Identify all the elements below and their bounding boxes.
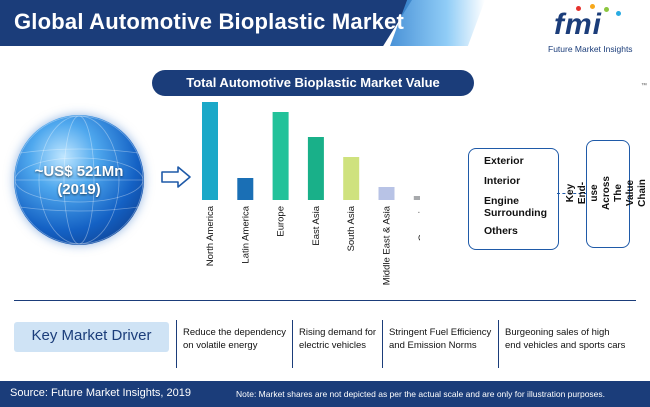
value-chain-label: Key End-use Across The Value Chain — [565, 176, 648, 210]
globe-grid-lines — [14, 115, 144, 245]
chart-title: Total Automotive Bioplastic Market Value — [186, 75, 440, 90]
end-use-item-others: Others — [484, 225, 518, 237]
footer-note: Note: Market shares are not depicted as … — [236, 389, 606, 399]
page-title: Global Automotive Bioplastic Market — [14, 9, 405, 34]
bar-oceania — [413, 196, 420, 200]
market-value-year: (2019) — [57, 181, 101, 198]
logo-letters: fmi — [554, 8, 602, 41]
chart-title-banner — [152, 70, 474, 96]
driver-item: Reduce the dependency on volatile energy — [183, 327, 286, 351]
logo-dot — [616, 11, 621, 16]
trademark-symbol: ™ — [641, 83, 647, 89]
category-label: Middle East & Asia — [382, 205, 393, 285]
value-chain-label-wrap: Key End-use Across The Value Chain — [565, 143, 648, 243]
driver-separator — [382, 320, 383, 368]
title-banner — [0, 0, 412, 46]
end-use-item-exterior: Exterior — [484, 155, 524, 167]
category-label: North America — [205, 205, 216, 266]
footer-bar — [0, 381, 650, 407]
bar-middle-east-asia — [378, 187, 395, 200]
value-chain-box — [586, 140, 630, 248]
fmi-logo: fmi Future Market Insights — [546, 4, 646, 56]
driver-separator — [292, 320, 293, 368]
bar-chart: North America Latin America Europe East Asi… — [202, 102, 420, 285]
category-label: Europe — [276, 206, 287, 237]
logo-dot — [604, 7, 609, 12]
driver-separator — [176, 320, 177, 368]
logo-dot — [590, 4, 595, 9]
connector-line — [557, 193, 587, 195]
bar-latin-america — [237, 178, 254, 200]
driver-item: Burgeoning sales of high end vehicles an… — [505, 327, 626, 351]
globe-icon — [14, 115, 144, 245]
arrow-right-icon — [161, 166, 191, 188]
title-banner-accent — [390, 0, 485, 46]
logo-subtitle: Future Market Insights — [548, 44, 633, 54]
section-divider — [14, 300, 636, 301]
driver-item: Stringent Fuel Efficiency and Emission N… — [389, 327, 492, 351]
market-value-text: ~US$ 521Mn (2019) — [14, 163, 144, 199]
category-label: Oceania — [417, 205, 420, 241]
category-label: East Asia — [311, 205, 322, 245]
end-use-box — [468, 148, 559, 250]
end-use-item-engine: Engine Surrounding — [484, 195, 547, 219]
footer-source: Source: Future Market Insights, 2019 — [10, 387, 191, 399]
key-driver-label-box — [14, 322, 169, 352]
bar-europe — [272, 112, 289, 200]
category-label: Latin America — [240, 205, 251, 263]
end-use-item-interior: Interior — [484, 175, 521, 187]
driver-item: Rising demand for electric vehicles — [299, 327, 377, 351]
category-label: South Asia — [346, 205, 357, 251]
bar-south-asia — [343, 157, 360, 200]
logo-dot — [576, 6, 581, 11]
driver-separator — [498, 320, 499, 368]
key-driver-label: Key Market Driver — [31, 327, 152, 344]
market-value-amount: ~US$ 521Mn — [34, 163, 124, 180]
bar-north-america — [202, 102, 218, 200]
bar-east-asia — [307, 137, 324, 200]
